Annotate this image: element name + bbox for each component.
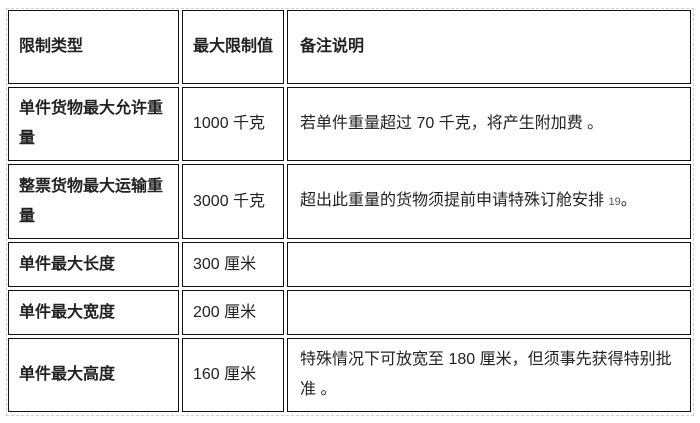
max-value-cell: 200 厘米 (182, 290, 284, 335)
table-frame (6, 8, 694, 416)
header-remarks: 备注说明 (287, 10, 691, 84)
remarks-cell: 特殊情况下可放宽至 180 厘米，但须事先获得特别批准 。 (287, 338, 691, 412)
limit-type-cell: 单件货物最大允许重量 (8, 87, 179, 161)
limit-type-cell: 整票货物最大运输重量 (8, 164, 179, 239)
shipping-limits-table: 限制类型 最大限制值 备注说明 单件货物最大允许重量 1000 千克 若单件重量… (5, 7, 694, 415)
table-header-row: 限制类型 最大限制值 备注说明 (8, 10, 691, 84)
reference-link[interactable]: 19 (608, 196, 621, 208)
remarks-cell: 超出此重量的货物须提前申请特殊订舱安排 19。 (287, 164, 691, 239)
max-value-cell: 1000 千克 (182, 87, 284, 161)
table-row: 单件货物最大允许重量 1000 千克 若单件重量超过 70 千克，将产生附加费 … (8, 87, 691, 161)
remarks-cell: 若单件重量超过 70 千克，将产生附加费 。 (287, 87, 691, 161)
limit-type-cell: 单件最大高度 (8, 338, 179, 412)
table-row: 单件最大宽度 200 厘米 (8, 290, 691, 335)
table-row: 单件最大长度 300 厘米 (8, 242, 691, 287)
max-value-cell: 160 厘米 (182, 338, 284, 412)
header-max-value: 最大限制值 (182, 10, 284, 84)
header-limit-type: 限制类型 (8, 10, 179, 84)
remarks-text: 超出此重量的货物须提前申请特殊订舱安排 (300, 192, 609, 209)
limit-type-cell: 单件最大长度 (8, 242, 179, 287)
remarks-cell (287, 242, 691, 287)
remarks-cell (287, 290, 691, 335)
remarks-end: 。 (620, 192, 637, 209)
table-row: 整票货物最大运输重量 3000 千克 超出此重量的货物须提前申请特殊订舱安排 1… (8, 164, 691, 239)
max-value-cell: 300 厘米 (182, 242, 284, 287)
limit-type-cell: 单件最大宽度 (8, 290, 179, 335)
max-value-cell: 3000 千克 (182, 164, 284, 239)
table-row: 单件最大高度 160 厘米 特殊情况下可放宽至 180 厘米，但须事先获得特别批… (8, 338, 691, 412)
